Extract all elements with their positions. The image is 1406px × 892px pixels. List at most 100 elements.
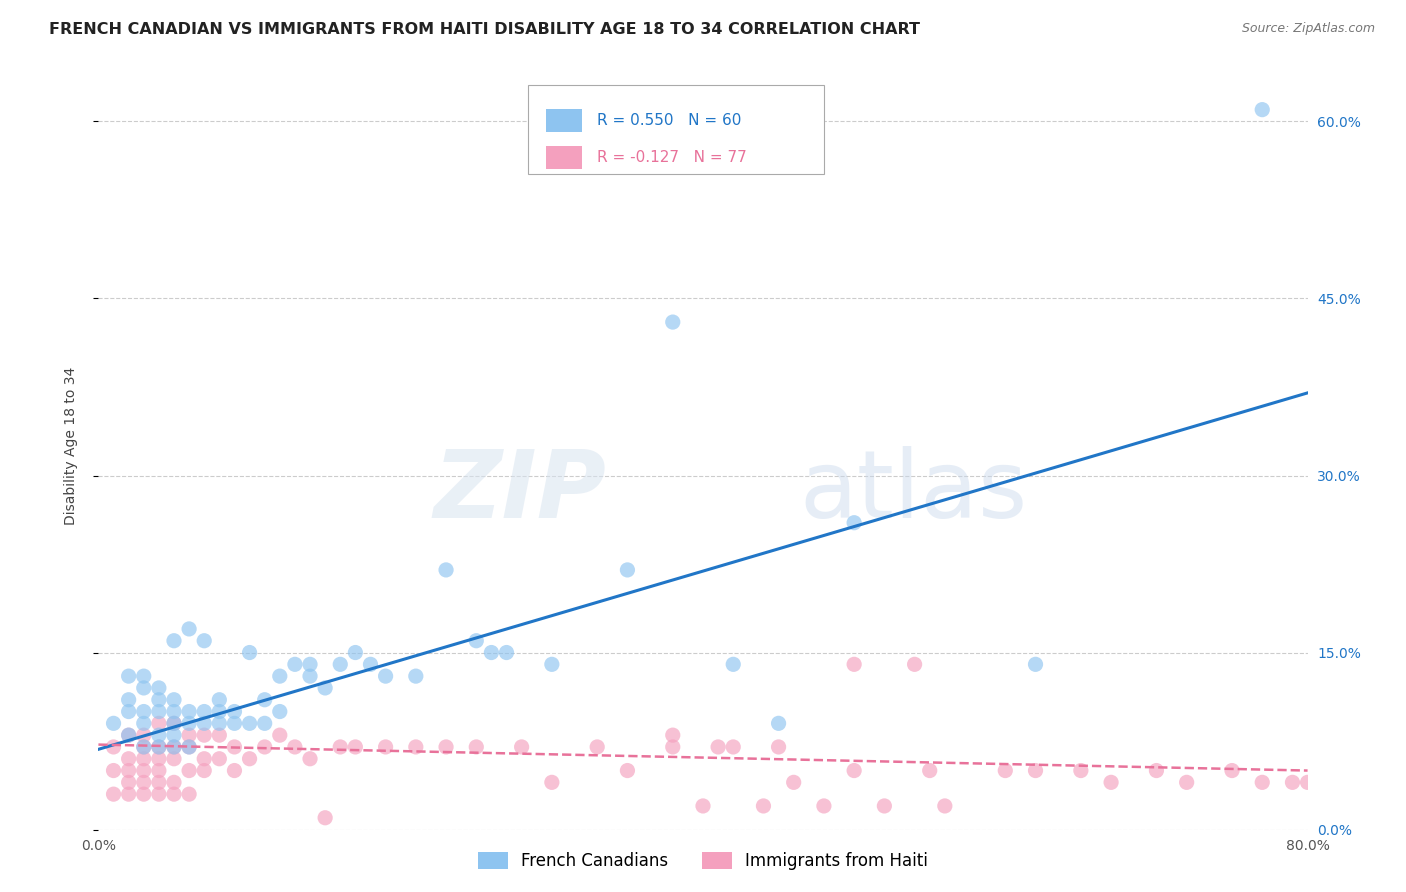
Point bbox=[253, 692, 276, 706]
Point bbox=[163, 692, 186, 706]
Point bbox=[783, 775, 806, 789]
Point bbox=[768, 716, 790, 731]
Point bbox=[224, 705, 246, 719]
Point bbox=[179, 787, 201, 801]
Bar bbox=[546, 146, 582, 169]
Point bbox=[179, 716, 201, 731]
Point bbox=[163, 739, 186, 754]
Point bbox=[118, 775, 141, 789]
Point bbox=[495, 646, 517, 660]
Point bbox=[374, 739, 396, 754]
Point bbox=[314, 681, 336, 695]
Point bbox=[148, 728, 170, 742]
Point bbox=[1070, 764, 1092, 778]
Point bbox=[1296, 775, 1319, 789]
Point bbox=[329, 657, 352, 672]
Point bbox=[374, 669, 396, 683]
Point bbox=[752, 799, 775, 814]
Point bbox=[118, 728, 141, 742]
Point bbox=[103, 787, 125, 801]
Point bbox=[132, 775, 155, 789]
Point bbox=[465, 739, 488, 754]
Point bbox=[132, 669, 155, 683]
Point bbox=[148, 775, 170, 789]
Point bbox=[148, 716, 170, 731]
Point bbox=[163, 728, 186, 742]
Point bbox=[253, 716, 276, 731]
Point bbox=[163, 752, 186, 766]
Point bbox=[707, 739, 730, 754]
Point bbox=[1251, 775, 1274, 789]
Point bbox=[405, 739, 427, 754]
Point bbox=[103, 739, 125, 754]
Point bbox=[208, 705, 231, 719]
Point bbox=[510, 739, 533, 754]
Point bbox=[208, 692, 231, 706]
Point bbox=[118, 705, 141, 719]
Point bbox=[299, 752, 322, 766]
Y-axis label: Disability Age 18 to 34: Disability Age 18 to 34 bbox=[63, 367, 77, 525]
Point bbox=[148, 752, 170, 766]
Point bbox=[360, 657, 382, 672]
Point bbox=[224, 764, 246, 778]
Point bbox=[1175, 775, 1198, 789]
Point bbox=[118, 728, 141, 742]
Point bbox=[132, 787, 155, 801]
Point bbox=[540, 657, 562, 672]
Point bbox=[661, 728, 683, 742]
Point bbox=[1251, 103, 1274, 117]
Point bbox=[768, 739, 790, 754]
Point bbox=[844, 516, 866, 530]
Point bbox=[224, 739, 246, 754]
Point bbox=[193, 728, 215, 742]
Point bbox=[284, 739, 307, 754]
Point bbox=[118, 692, 141, 706]
Point bbox=[434, 739, 457, 754]
Point bbox=[661, 315, 683, 329]
Point bbox=[269, 705, 291, 719]
Point bbox=[118, 752, 141, 766]
Point bbox=[118, 764, 141, 778]
Point bbox=[103, 716, 125, 731]
Text: R = -0.127   N = 77: R = -0.127 N = 77 bbox=[596, 150, 747, 165]
Point bbox=[616, 563, 638, 577]
Point bbox=[465, 633, 488, 648]
Point bbox=[269, 669, 291, 683]
Point bbox=[148, 787, 170, 801]
Point bbox=[224, 716, 246, 731]
Point bbox=[179, 622, 201, 636]
Point bbox=[132, 739, 155, 754]
Point bbox=[692, 799, 714, 814]
Point bbox=[616, 764, 638, 778]
Point bbox=[344, 646, 367, 660]
Point bbox=[132, 716, 155, 731]
Point bbox=[132, 728, 155, 742]
Point bbox=[193, 764, 215, 778]
Point bbox=[163, 787, 186, 801]
Point bbox=[179, 764, 201, 778]
Point bbox=[163, 739, 186, 754]
Point bbox=[344, 739, 367, 754]
Point bbox=[239, 646, 262, 660]
Point bbox=[179, 705, 201, 719]
Point bbox=[723, 657, 745, 672]
Legend: French Canadians, Immigrants from Haiti: French Canadians, Immigrants from Haiti bbox=[471, 845, 935, 877]
Point bbox=[661, 739, 683, 754]
Point bbox=[193, 716, 215, 731]
Point bbox=[132, 705, 155, 719]
Point bbox=[1281, 775, 1303, 789]
Point bbox=[132, 752, 155, 766]
Text: Source: ZipAtlas.com: Source: ZipAtlas.com bbox=[1241, 22, 1375, 36]
Text: ZIP: ZIP bbox=[433, 446, 606, 538]
Point bbox=[1220, 764, 1243, 778]
Point bbox=[193, 752, 215, 766]
Point bbox=[1024, 657, 1046, 672]
Point bbox=[284, 657, 307, 672]
Point bbox=[208, 716, 231, 731]
FancyBboxPatch shape bbox=[527, 86, 824, 174]
Point bbox=[163, 775, 186, 789]
Point bbox=[148, 692, 170, 706]
Point bbox=[208, 728, 231, 742]
Point bbox=[813, 799, 835, 814]
Point bbox=[434, 563, 457, 577]
